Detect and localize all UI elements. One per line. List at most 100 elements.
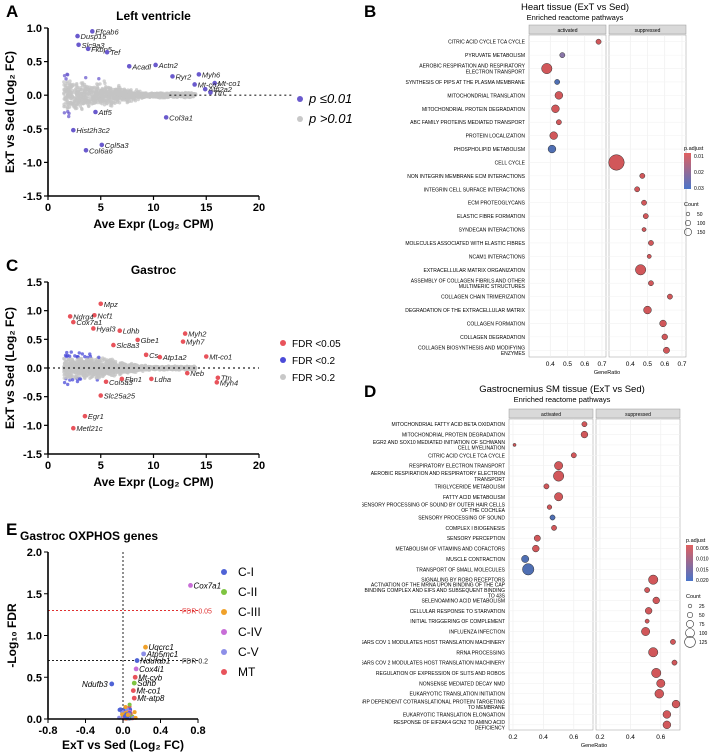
legend-swatch: [221, 669, 227, 675]
term-dot: [651, 668, 662, 678]
term-label: SIGNALING BY ROBO RECEPTORS: [421, 578, 505, 584]
data-point: [119, 87, 123, 92]
term-label: COLLAGEN DEGRADATION: [460, 335, 525, 341]
data-point: [62, 373, 66, 377]
data-point: [161, 93, 165, 97]
size-legend-circle: [684, 228, 692, 236]
x-tick-label: 0.2: [595, 734, 604, 741]
term-dot: [553, 470, 565, 482]
data-point: [173, 367, 178, 372]
gene-point: [135, 337, 140, 343]
x-tick-label: 0.7: [597, 361, 606, 368]
data-point: [104, 360, 109, 365]
data-point: [75, 81, 79, 86]
term-label: PYRUVATE METABOLISM: [465, 53, 525, 59]
term-label: SENSORY PERCEPTION: [447, 536, 506, 542]
term-label: EGR2 AND SOX10 MEDIATED INITIATION OF SC…: [373, 440, 506, 452]
data-point: [94, 359, 99, 364]
data-point: [78, 91, 83, 96]
data-point: [86, 99, 91, 103]
chart-subtitle: Enriched reactome pathways: [514, 395, 611, 404]
size-legend-circle: [684, 220, 691, 227]
term-dot: [671, 659, 678, 666]
x-axis-label: GeneRatio: [581, 743, 607, 749]
data-point: [75, 86, 80, 90]
size-legend-circle: [686, 620, 694, 628]
data-point: [73, 105, 78, 109]
y-axis-label: -Log₁₀ FDR: [5, 603, 19, 668]
y-tick-label: -1.0: [23, 157, 42, 169]
term-dot: [662, 710, 672, 719]
color-legend-tick: 0.01: [694, 154, 704, 160]
data-point: [100, 95, 105, 99]
term-label: PHOSPHOLIPID METABOLISM: [454, 147, 525, 153]
term-dot: [661, 333, 668, 340]
term-label: AEROBIC RESPIRATION AND RESPIRATORY ELEC…: [371, 471, 506, 483]
term-dot: [580, 430, 589, 439]
data-point: [72, 370, 77, 375]
color-legend-bar: [684, 153, 691, 189]
facet-label: activated: [557, 28, 577, 34]
term-label: INTEGRIN CELL SURFACE INTERACTIONS: [424, 187, 526, 193]
color-legend-title: p.adjust: [686, 538, 706, 544]
data-point: [80, 98, 84, 103]
data-point: [102, 97, 106, 102]
term-label: INFLUENZA INFECTION: [449, 630, 505, 636]
data-point: [64, 368, 68, 373]
y-tick-label: 0.0: [27, 363, 42, 375]
chart-title: Heart tissue (ExT vs Sed): [521, 2, 629, 13]
data-point: [103, 371, 107, 376]
data-point: [67, 86, 71, 91]
term-dot: [549, 131, 558, 140]
gene-label: Slc8a3: [116, 341, 140, 350]
legend-swatch: [221, 609, 227, 615]
data-point: [94, 375, 99, 380]
term-dot: [641, 227, 647, 232]
term-label: SARS COV 1 MODULATES HOST TRANSLATION MA…: [362, 640, 506, 646]
gene-label: Ndufb3: [82, 680, 108, 689]
data-point: [67, 82, 72, 86]
panel-label-c: C: [6, 256, 19, 275]
data-point: [67, 114, 71, 119]
data-point: [176, 93, 180, 97]
data-point: [156, 95, 160, 100]
legend-label: C-III: [238, 605, 261, 619]
panel-e-chart: Gastroc OXPHOS genes FDR 0.05 FDR 0.2 Cox7a…: [5, 529, 262, 752]
data-point: [125, 712, 130, 717]
color-legend-tick: 0.010: [696, 557, 709, 563]
data-point: [100, 369, 104, 373]
facet-label: suppressed: [635, 28, 661, 34]
data-point: [112, 94, 117, 98]
data-point: [97, 375, 102, 379]
gene-point: [92, 312, 97, 318]
x-axis-label: GeneRatio: [594, 370, 620, 376]
gene-label: Cox4i1: [139, 665, 164, 674]
data-point: [72, 90, 76, 94]
panel-label-e: E: [6, 520, 18, 539]
term-dot: [547, 144, 557, 154]
gene-label: Col5a3: [109, 378, 134, 387]
x-tick-label: 0: [45, 202, 51, 214]
data-point: [65, 350, 69, 355]
data-point: [112, 91, 116, 95]
data-point: [117, 707, 122, 712]
data-point: [62, 87, 66, 92]
data-point: [81, 82, 85, 86]
term-dot: [554, 79, 560, 85]
term-label: NCAM1 INTERACTIONS: [469, 254, 526, 260]
gene-label: Mt-co2: [198, 80, 222, 89]
data-point: [81, 93, 86, 97]
data-point: [100, 356, 105, 360]
gene-point: [143, 644, 148, 650]
data-point: [179, 364, 183, 369]
gene-point: [76, 42, 81, 48]
data-point: [62, 380, 67, 385]
data-point: [96, 371, 100, 375]
data-point: [62, 111, 67, 115]
term-dot: [532, 544, 540, 553]
color-legend-tick: 0.020: [696, 578, 709, 584]
term-dot: [646, 254, 652, 259]
gene-point: [103, 379, 109, 385]
x-tick-label: 0.5: [643, 361, 652, 368]
term-dot: [554, 492, 564, 502]
